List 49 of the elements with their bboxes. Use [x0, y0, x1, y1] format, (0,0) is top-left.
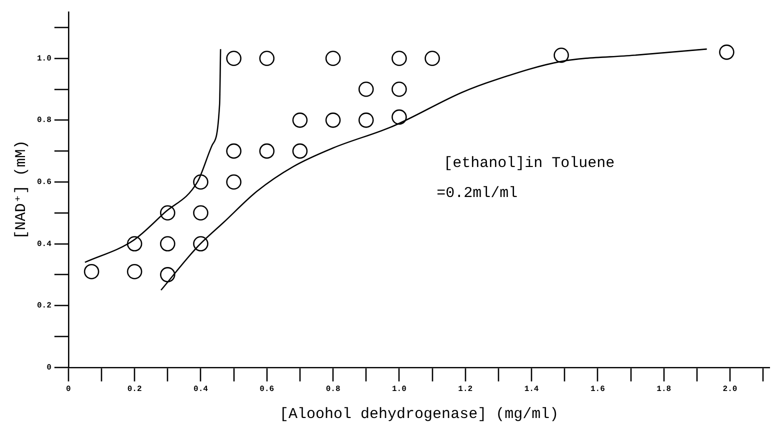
- y-tick-label: 0.6: [36, 178, 52, 187]
- x-tick-label: 1.6: [590, 385, 606, 394]
- point: [259, 50, 275, 66]
- annotation: [ethanol]in Toluene: [444, 155, 615, 172]
- point: [226, 50, 242, 66]
- x-tick-label: 0: [66, 385, 71, 394]
- point: [160, 205, 176, 221]
- point: [358, 112, 374, 128]
- x-tick-label: 0.4: [194, 385, 208, 394]
- x-tick-label: 0.2: [127, 385, 142, 394]
- y-tick-label: 0.2: [36, 302, 52, 311]
- annotation: =0.2ml/ml: [436, 185, 518, 202]
- x-tick-label: 1.0: [392, 385, 407, 394]
- x-tick-label: 0.8: [326, 385, 340, 394]
- point: [719, 44, 734, 60]
- point: [392, 50, 407, 66]
- x-tick-label: 1.4: [524, 385, 539, 394]
- y-axis-title: [NAD⁺] (mM): [12, 140, 30, 240]
- point: [292, 112, 308, 128]
- point: [160, 236, 176, 252]
- point: [554, 48, 569, 63]
- y-tick-label: 1.0: [36, 54, 52, 64]
- x-tick-label: 1.2: [458, 385, 473, 394]
- x-tick-label: 2.0: [722, 385, 738, 394]
- point: [126, 264, 142, 280]
- line-series: [160, 48, 708, 291]
- point: [84, 264, 100, 280]
- point: [226, 143, 242, 159]
- point: [193, 174, 208, 190]
- y-tick-label: 0.8: [36, 116, 52, 126]
- point: [325, 50, 341, 66]
- point: [160, 267, 176, 282]
- x-axis-title: [Aloohol dehydrogenase] (mg/ml): [280, 406, 559, 423]
- point: [424, 50, 440, 66]
- point: [226, 174, 242, 190]
- point: [193, 205, 208, 221]
- y-tick-label: 0.4: [36, 240, 52, 249]
- y-tick-label: 0: [46, 363, 52, 372]
- point: [126, 236, 142, 252]
- point: [392, 82, 407, 97]
- point: [358, 82, 374, 97]
- line-series: [84, 48, 222, 263]
- point: [325, 112, 341, 128]
- x-tick-label: 1.8: [656, 385, 672, 394]
- x-tick-label: 0.6: [260, 385, 274, 394]
- point: [292, 143, 308, 159]
- point: [259, 143, 275, 159]
- point: [193, 236, 208, 252]
- point: [392, 109, 407, 125]
